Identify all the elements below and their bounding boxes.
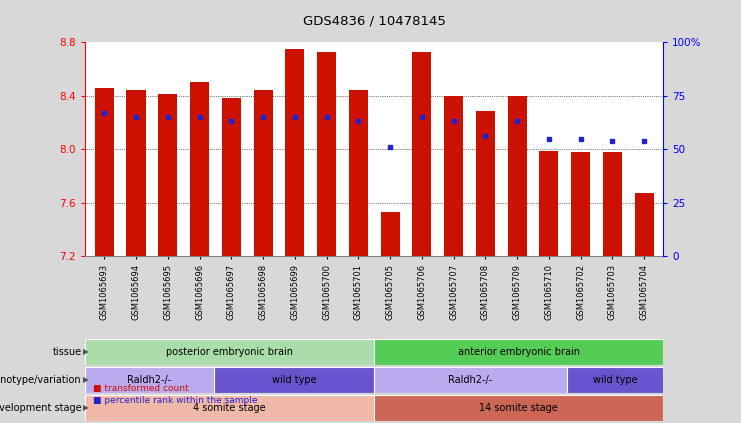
Text: ▶: ▶: [83, 403, 89, 412]
Bar: [412, 52, 431, 256]
Bar: [603, 152, 622, 256]
Bar: [85, 395, 374, 421]
Bar: [374, 367, 567, 393]
Text: Raldh2-/-: Raldh2-/-: [448, 375, 493, 385]
Bar: [374, 395, 663, 421]
Text: Raldh2-/-: Raldh2-/-: [127, 375, 172, 385]
Bar: [374, 339, 663, 365]
Bar: [253, 91, 273, 256]
Bar: [317, 52, 336, 256]
Bar: [285, 49, 305, 256]
Bar: [444, 96, 463, 256]
Bar: [85, 339, 374, 365]
Text: anterior embryonic brain: anterior embryonic brain: [458, 347, 579, 357]
Text: ▶: ▶: [83, 375, 89, 385]
Bar: [539, 151, 559, 256]
Text: 14 somite stage: 14 somite stage: [479, 403, 558, 413]
Text: ■ transformed count: ■ transformed count: [93, 384, 188, 393]
Bar: [571, 152, 590, 256]
Bar: [476, 110, 495, 256]
Bar: [95, 88, 114, 256]
Text: posterior embryonic brain: posterior embryonic brain: [166, 347, 293, 357]
Text: ■ percentile rank within the sample: ■ percentile rank within the sample: [93, 396, 257, 405]
Bar: [381, 212, 399, 256]
Bar: [508, 96, 527, 256]
Bar: [213, 367, 374, 393]
Text: genotype/variation: genotype/variation: [0, 375, 82, 385]
Bar: [190, 82, 209, 256]
Bar: [127, 91, 145, 256]
Bar: [159, 94, 177, 256]
Bar: [349, 91, 368, 256]
Bar: [567, 367, 663, 393]
Text: GDS4836 / 10478145: GDS4836 / 10478145: [303, 15, 445, 28]
Text: 4 somite stage: 4 somite stage: [193, 403, 266, 413]
Bar: [222, 99, 241, 256]
Text: wild type: wild type: [593, 375, 637, 385]
Text: ▶: ▶: [83, 347, 89, 357]
Text: tissue: tissue: [53, 347, 82, 357]
Text: development stage: development stage: [0, 403, 82, 413]
Text: wild type: wild type: [272, 375, 316, 385]
Bar: [634, 193, 654, 256]
Bar: [85, 367, 213, 393]
